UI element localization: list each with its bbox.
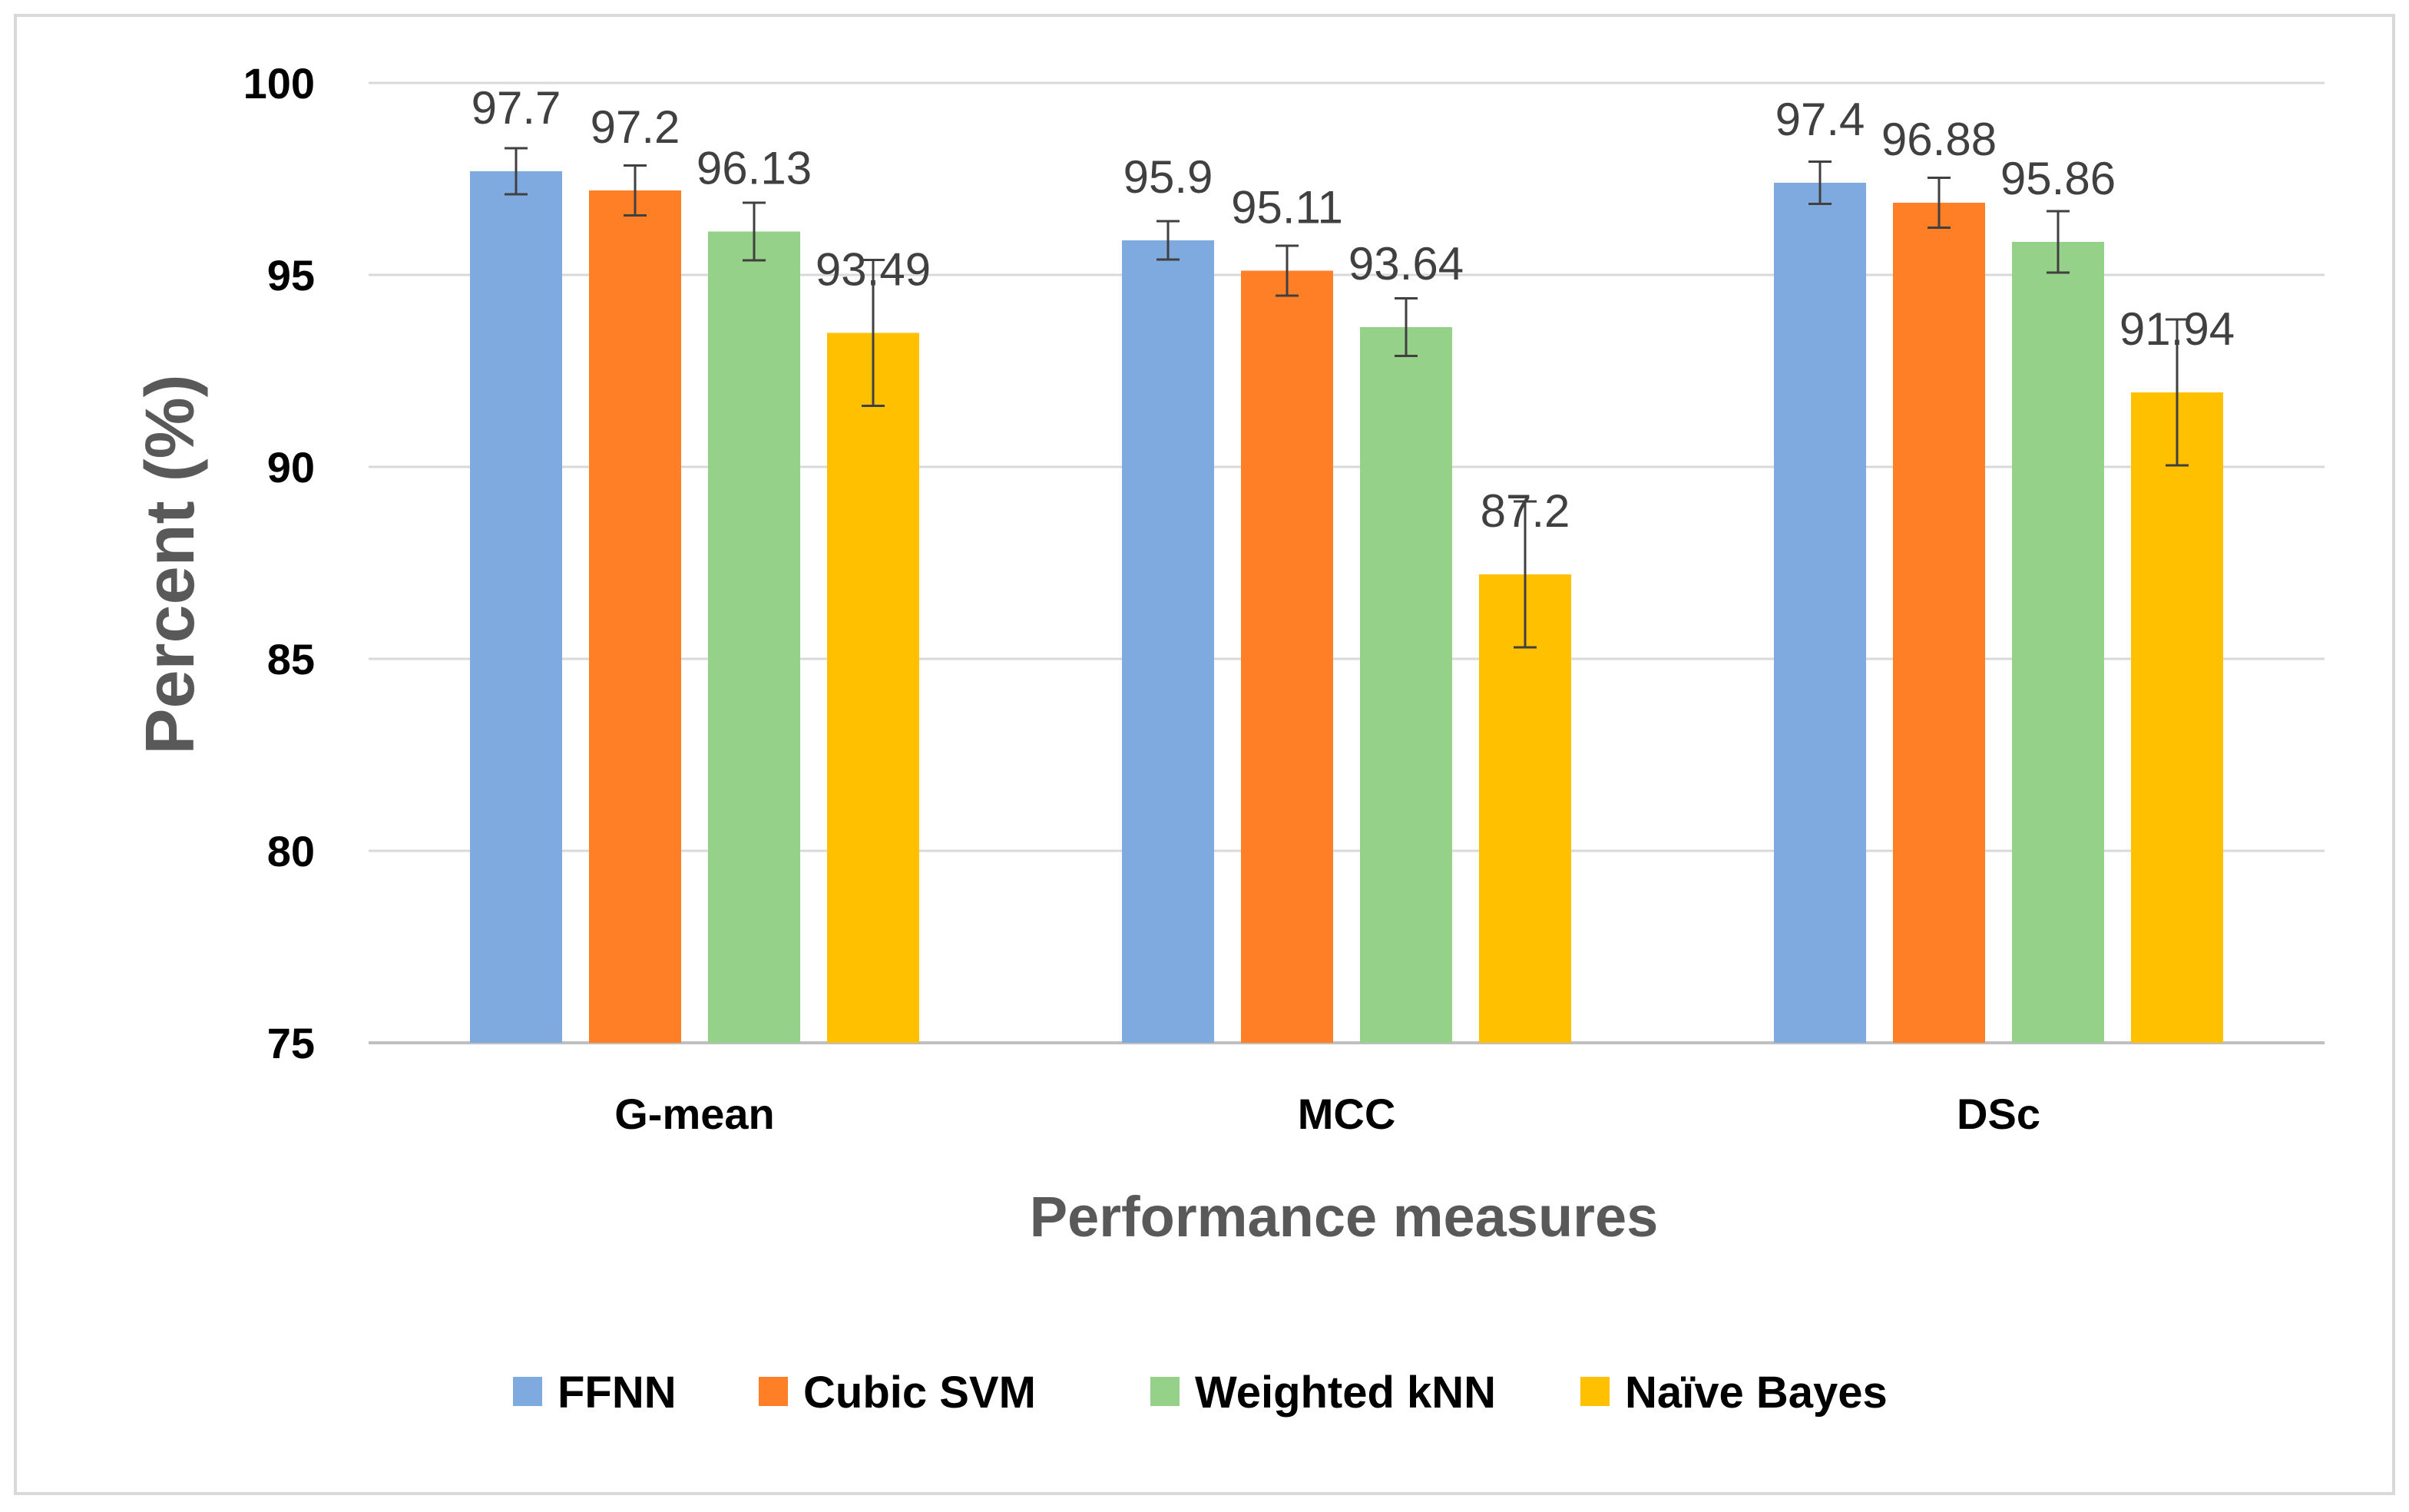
bar-ffnn-g-mean [470, 171, 562, 1043]
y-tick-label: 85 [267, 635, 315, 683]
data-label: 96.88 [1881, 114, 1997, 165]
bar-na-ve-bayes-g-mean [827, 333, 919, 1043]
bar-weighted-knn-dsc [2012, 242, 2104, 1043]
y-axis-title: Percent (%) [132, 374, 209, 754]
legend-label: Naïve Bayes [1625, 1368, 1888, 1418]
data-label: 87.2 [1481, 485, 1570, 537]
bars [470, 147, 2223, 1043]
legend-swatch [513, 1377, 542, 1406]
legend: FFNN Cubic SVM Weighted kNN Naïve Bayes [513, 1368, 1888, 1418]
legend-item: Weighted kNN [1150, 1368, 1496, 1418]
data-label: 95.11 [1231, 182, 1343, 233]
bar-weighted-knn-g-mean [708, 231, 800, 1043]
error-bar [743, 201, 766, 262]
error-bar [1928, 177, 1951, 229]
x-tick-label: MCC [1298, 1090, 1396, 1138]
x-tick-label: DSc [1957, 1090, 2040, 1138]
data-label: 96.13 [697, 143, 812, 194]
legend-item: FFNN [513, 1368, 677, 1418]
bar-ffnn-dsc [1774, 183, 1866, 1043]
legend-swatch [759, 1377, 788, 1406]
bar-ffnn-mcc [1122, 240, 1214, 1043]
y-tick-label: 95 [267, 251, 315, 299]
legend-swatch [1580, 1377, 1610, 1406]
error-bar [862, 259, 885, 407]
data-label: 97.2 [591, 101, 680, 153]
data-label: 91.94 [2119, 303, 2235, 355]
error-bar [1808, 160, 1832, 205]
legend-label: FFNN [558, 1368, 677, 1418]
bar-weighted-knn-mcc [1360, 327, 1452, 1043]
y-tick-label: 75 [267, 1019, 315, 1067]
bar-cubic-svm-mcc [1241, 270, 1333, 1043]
data-label: 93.64 [1348, 238, 1464, 289]
axes: 75 80 85 90 95 100 G-mean MCC DSc [243, 59, 2040, 1138]
error-bar [2047, 210, 2070, 274]
y-tick-label: 90 [267, 443, 315, 491]
error-bar [505, 147, 528, 196]
y-tick-label: 100 [243, 59, 315, 108]
error-bar [1276, 244, 1299, 297]
legend-label: Cubic SVM [803, 1368, 1036, 1418]
legend-label: Weighted kNN [1195, 1368, 1496, 1418]
bar-na-ve-bayes-mcc [1479, 574, 1571, 1043]
x-tick-label: G-mean [614, 1090, 775, 1138]
legend-item: Naïve Bayes [1580, 1368, 1888, 1418]
data-label: 95.9 [1123, 151, 1213, 203]
error-bar [624, 164, 647, 217]
x-axis-title: Performance measures [1030, 1185, 1659, 1249]
error-bar [1157, 220, 1180, 261]
bar-na-ve-bayes-dsc [2131, 392, 2223, 1043]
error-bar [1395, 297, 1418, 357]
gridlines [369, 81, 2325, 1044]
data-label: 93.49 [816, 244, 931, 296]
data-label: 95.86 [2000, 153, 2116, 204]
error-bar [2166, 318, 2189, 467]
bar-cubic-svm-dsc [1893, 203, 1985, 1043]
legend-item: Cubic SVM [759, 1368, 1036, 1418]
y-tick-label: 80 [267, 827, 315, 875]
legend-swatch [1150, 1377, 1180, 1406]
error-bar [1514, 500, 1537, 649]
bar-cubic-svm-g-mean [589, 190, 681, 1043]
data-label: 97.4 [1775, 94, 1865, 145]
data-label: 97.7 [472, 82, 561, 134]
